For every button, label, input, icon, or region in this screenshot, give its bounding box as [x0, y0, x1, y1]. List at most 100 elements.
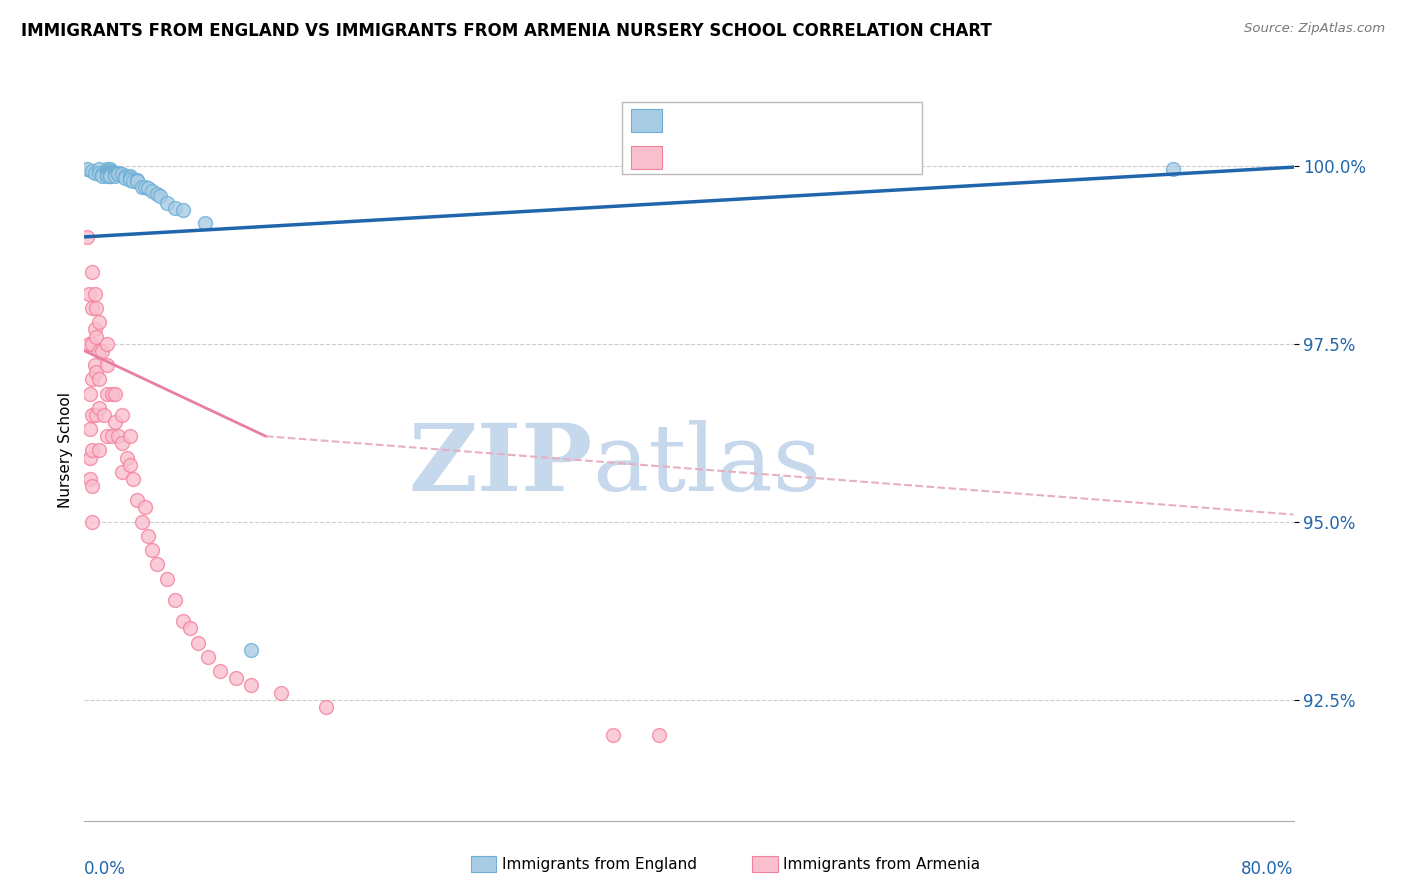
Point: [111, 436, 134, 450]
Point: [104, 386, 127, 401]
Point: [98, 166, 121, 180]
Point: [89, 162, 111, 177]
Point: [84, 286, 107, 301]
Point: [134, 500, 156, 515]
Point: [209, 664, 232, 678]
Point: [76, 230, 98, 244]
Point: [1161, 162, 1184, 177]
Point: [96, 163, 118, 178]
Bar: [631, 146, 662, 169]
Point: [127, 173, 149, 187]
Point: [80, 408, 103, 422]
Bar: [471, 856, 496, 872]
Point: [91, 343, 114, 358]
Point: [79, 422, 101, 436]
Point: [225, 671, 247, 685]
Point: [96, 162, 118, 177]
Point: [172, 202, 194, 217]
Point: [146, 558, 169, 572]
Point: [80, 163, 103, 178]
Text: R =  0.071   N = 47: R = 0.071 N = 47: [671, 112, 855, 129]
Point: [89, 315, 111, 329]
Text: 0.0%: 0.0%: [84, 860, 127, 878]
Point: [98, 167, 121, 181]
Point: [96, 358, 118, 372]
Text: atlas: atlas: [592, 420, 821, 510]
Point: [84, 166, 107, 180]
Point: [80, 265, 103, 279]
Point: [156, 195, 179, 210]
Point: [96, 386, 118, 401]
Point: [96, 336, 118, 351]
Point: [93, 408, 115, 422]
Point: [127, 174, 149, 188]
Point: [111, 167, 134, 181]
Text: 80.0%: 80.0%: [1241, 860, 1294, 878]
Point: [121, 472, 143, 486]
Bar: [752, 856, 778, 872]
Point: [80, 372, 103, 386]
Text: Immigrants from Armenia: Immigrants from Armenia: [783, 857, 980, 871]
Text: Immigrants from England: Immigrants from England: [502, 857, 697, 871]
Point: [89, 401, 111, 415]
Point: [131, 180, 153, 194]
Point: [98, 168, 121, 182]
Point: [89, 443, 111, 458]
Point: [270, 685, 292, 699]
Text: IMMIGRANTS FROM ENGLAND VS IMMIGRANTS FROM ARMENIA NURSERY SCHOOL CORRELATION CH: IMMIGRANTS FROM ENGLAND VS IMMIGRANTS FR…: [21, 22, 991, 40]
Point: [89, 166, 111, 180]
Point: [165, 593, 187, 607]
Point: [239, 642, 262, 657]
Point: [648, 728, 671, 742]
Point: [104, 415, 127, 429]
Point: [86, 301, 108, 315]
Point: [96, 167, 118, 181]
Bar: [631, 110, 662, 132]
Point: [197, 649, 219, 664]
Point: [187, 635, 209, 649]
Point: [80, 479, 103, 493]
Point: [146, 187, 169, 202]
Point: [156, 572, 179, 586]
Point: [86, 365, 108, 379]
Point: [194, 216, 217, 230]
Point: [118, 169, 141, 184]
Point: [79, 386, 101, 401]
Point: [134, 180, 156, 194]
Point: [118, 458, 141, 472]
Point: [111, 408, 134, 422]
Point: [98, 169, 121, 183]
Point: [104, 169, 127, 184]
Point: [239, 678, 262, 692]
Point: [131, 515, 153, 529]
Point: [86, 329, 108, 343]
Point: [121, 174, 143, 188]
Point: [107, 429, 129, 443]
Point: [149, 188, 172, 202]
Point: [98, 163, 121, 178]
Point: [100, 386, 122, 401]
Point: [111, 465, 134, 479]
Point: [80, 301, 103, 315]
Point: [104, 166, 127, 180]
Point: [79, 450, 101, 465]
Point: [79, 472, 101, 486]
Point: [80, 443, 103, 458]
Point: [80, 336, 103, 351]
Point: [96, 166, 118, 180]
Point: [98, 167, 121, 181]
Point: [114, 169, 136, 184]
Point: [602, 728, 624, 742]
Point: [98, 169, 121, 184]
Point: [118, 173, 141, 187]
Point: [127, 493, 149, 508]
Point: [172, 615, 194, 629]
Point: [89, 372, 111, 386]
Point: [89, 343, 111, 358]
Point: [84, 322, 107, 336]
Point: [77, 336, 100, 351]
Point: [118, 170, 141, 185]
Point: [107, 167, 129, 181]
Point: [136, 529, 159, 543]
Text: ZIP: ZIP: [408, 420, 592, 510]
